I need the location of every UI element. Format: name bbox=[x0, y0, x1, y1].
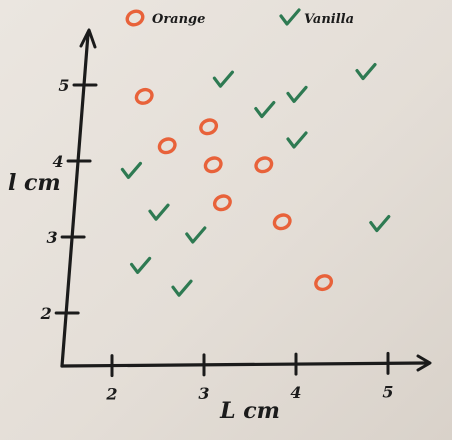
x-axis bbox=[60, 361, 428, 368]
point-orange-3 bbox=[199, 118, 219, 136]
legend-label-orange: Orange bbox=[152, 12, 205, 27]
y-axis bbox=[60, 32, 90, 368]
y-tick-label-5: 5 bbox=[58, 76, 69, 95]
point-orange-2 bbox=[157, 137, 177, 155]
point-vanilla-7 bbox=[148, 203, 170, 221]
data-points bbox=[120, 62, 391, 297]
point-vanilla-9 bbox=[130, 256, 152, 274]
point-vanilla-10 bbox=[171, 279, 193, 297]
point-orange-5 bbox=[254, 156, 274, 174]
point-vanilla-8 bbox=[185, 226, 207, 244]
x-axis-label: L cm bbox=[219, 398, 280, 424]
point-vanilla-3 bbox=[286, 85, 308, 103]
x-tick-label-3: 3 bbox=[198, 384, 209, 403]
x-tick-label-4: 4 bbox=[290, 383, 301, 402]
x-axis-arrow bbox=[416, 354, 432, 372]
point-vanilla-11 bbox=[369, 215, 391, 233]
point-vanilla-4 bbox=[355, 62, 377, 81]
tick-marks bbox=[54, 83, 390, 378]
y-tick-label-4: 4 bbox=[52, 152, 63, 171]
point-vanilla-2 bbox=[254, 101, 276, 119]
y-axis-arrow bbox=[79, 28, 97, 49]
legend-marker-vanilla bbox=[279, 8, 301, 26]
x-tick-label-5: 5 bbox=[382, 382, 393, 401]
point-orange-7 bbox=[272, 213, 292, 231]
point-orange-6 bbox=[212, 194, 232, 212]
axes bbox=[60, 28, 432, 372]
y-tick-label-2: 2 bbox=[40, 304, 52, 323]
point-vanilla-1 bbox=[212, 70, 234, 88]
point-orange-4 bbox=[203, 156, 223, 174]
legend-label-vanilla: Vanilla bbox=[304, 12, 354, 27]
point-orange-1 bbox=[134, 87, 154, 105]
point-vanilla-5 bbox=[286, 131, 308, 149]
legend-marker-orange bbox=[125, 9, 145, 27]
x-tick-label-2: 2 bbox=[105, 385, 117, 404]
y-tick-label-3: 3 bbox=[47, 228, 58, 247]
point-vanilla-6 bbox=[120, 161, 142, 179]
axis-labels: 2 3 4 5 2 3 4 5 L cm l cm bbox=[8, 76, 394, 424]
point-orange-8 bbox=[314, 274, 334, 292]
y-axis-label: l cm bbox=[8, 170, 61, 196]
legend: Orange Vanilla bbox=[125, 8, 354, 27]
